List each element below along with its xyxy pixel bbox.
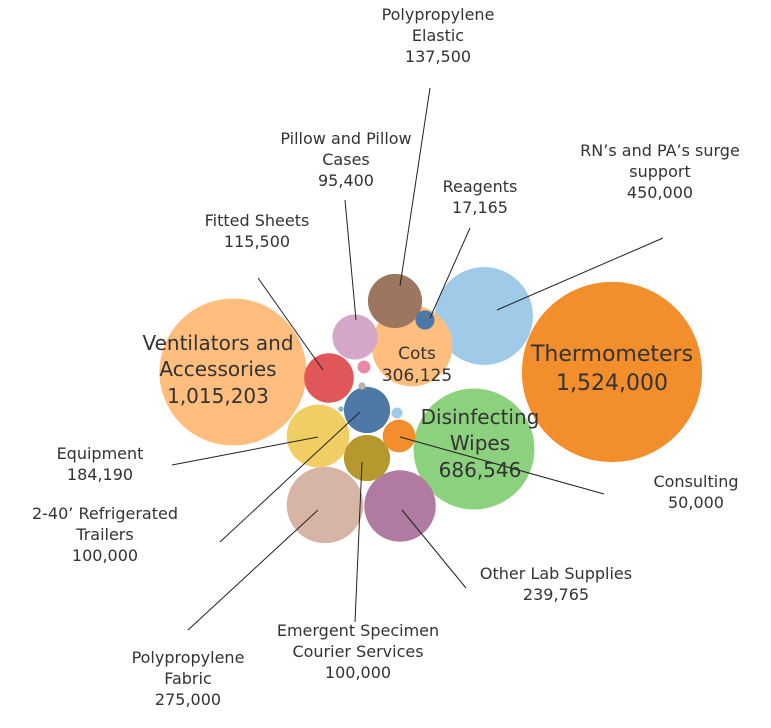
leader-line [354, 461, 363, 623]
value-label: 306,125 [381, 366, 453, 387]
bubble [358, 382, 366, 390]
bubble [382, 419, 416, 453]
value-label: 1,524,000 [556, 371, 668, 397]
value-label: 95,400 [318, 171, 374, 191]
leader-line [219, 411, 361, 543]
inner-label: Ventilators and Accessories 1,015,203 [128, 330, 308, 409]
bubble-label: Reagents 17,165 [420, 176, 540, 218]
bubble [343, 434, 391, 482]
leader-line [401, 509, 467, 589]
leader-line [171, 436, 319, 466]
leader-line [399, 87, 431, 287]
category-label: Consulting [653, 472, 739, 491]
value-label: 17,165 [452, 198, 508, 218]
category-label: Cots [398, 344, 436, 364]
bubble [332, 314, 378, 360]
category-label: RN’s and PA’s surge support [580, 141, 740, 182]
leader-line [496, 237, 664, 311]
inner-label: Disinfecting Wipes 686,546 [405, 404, 555, 483]
bubble [413, 388, 535, 510]
category-label: Ventilators and Accessories [142, 331, 294, 382]
bubble-label: Polypropylene Fabric 275,000 [113, 647, 263, 710]
value-label: 1,015,203 [167, 383, 269, 408]
inner-label: Thermometers 1,524,000 [522, 340, 702, 398]
bubble [343, 386, 391, 434]
bubble [391, 407, 403, 419]
category-label: Fitted Sheets [204, 211, 310, 230]
bubble [286, 404, 350, 468]
bubble [357, 360, 371, 374]
bubble [304, 353, 354, 403]
leader-line [257, 277, 324, 371]
bubble-label: RN’s and PA’s surge support 450,000 [560, 140, 760, 203]
value-label: 239,765 [522, 585, 590, 605]
category-label: Other Lab Supplies [479, 564, 633, 583]
category-label: Pillow and Pillow Cases [280, 129, 412, 170]
bubble-label: 2-40’ Refrigerated Trailers 100,000 [5, 503, 205, 566]
bubble [159, 298, 307, 446]
category-label: Emergent Specimen Courier Services [276, 621, 440, 662]
category-label: Polypropylene Elastic [381, 5, 495, 46]
inner-label: Cots 306,125 [367, 343, 467, 388]
bubble [286, 466, 364, 544]
leader-line [429, 227, 471, 319]
bubble-label: Equipment 184,190 [25, 443, 175, 485]
bubble [415, 310, 435, 330]
bubble-label: Pillow and Pillow Cases 95,400 [256, 128, 436, 191]
leader-line [399, 436, 605, 495]
bubble-label: Other Lab Supplies 239,765 [436, 563, 676, 605]
bubble-label: Fitted Sheets 115,500 [182, 210, 332, 252]
value-label: 115,500 [223, 232, 291, 252]
category-label: Thermometers [530, 342, 694, 367]
value-label: 100,000 [324, 663, 392, 683]
bubble-label: Consulting 50,000 [621, 471, 771, 513]
category-label: Equipment [56, 444, 144, 463]
value-label: 50,000 [668, 493, 724, 513]
bubble [338, 406, 344, 412]
value-label: 137,500 [404, 47, 472, 67]
leader-line [187, 509, 319, 631]
category-label: 2-40’ Refrigerated Trailers [31, 504, 179, 545]
value-label: 450,000 [626, 183, 694, 203]
value-label: 686,546 [438, 457, 522, 482]
bubble [435, 267, 533, 365]
bubble-label: Polypropylene Elastic 137,500 [363, 4, 513, 67]
bubble-label: Emergent Specimen Courier Services 100,00… [251, 620, 466, 683]
bubble [367, 273, 423, 329]
leader-line [344, 199, 357, 321]
value-label: 275,000 [154, 690, 222, 710]
category-label: Reagents [442, 177, 518, 196]
value-label: 184,190 [66, 465, 134, 485]
value-label: 100,000 [71, 546, 139, 566]
category-label: Polypropylene Fabric [131, 648, 245, 689]
bubble [364, 470, 436, 542]
bubble [521, 281, 703, 463]
category-label: Disinfecting Wipes [420, 405, 540, 456]
